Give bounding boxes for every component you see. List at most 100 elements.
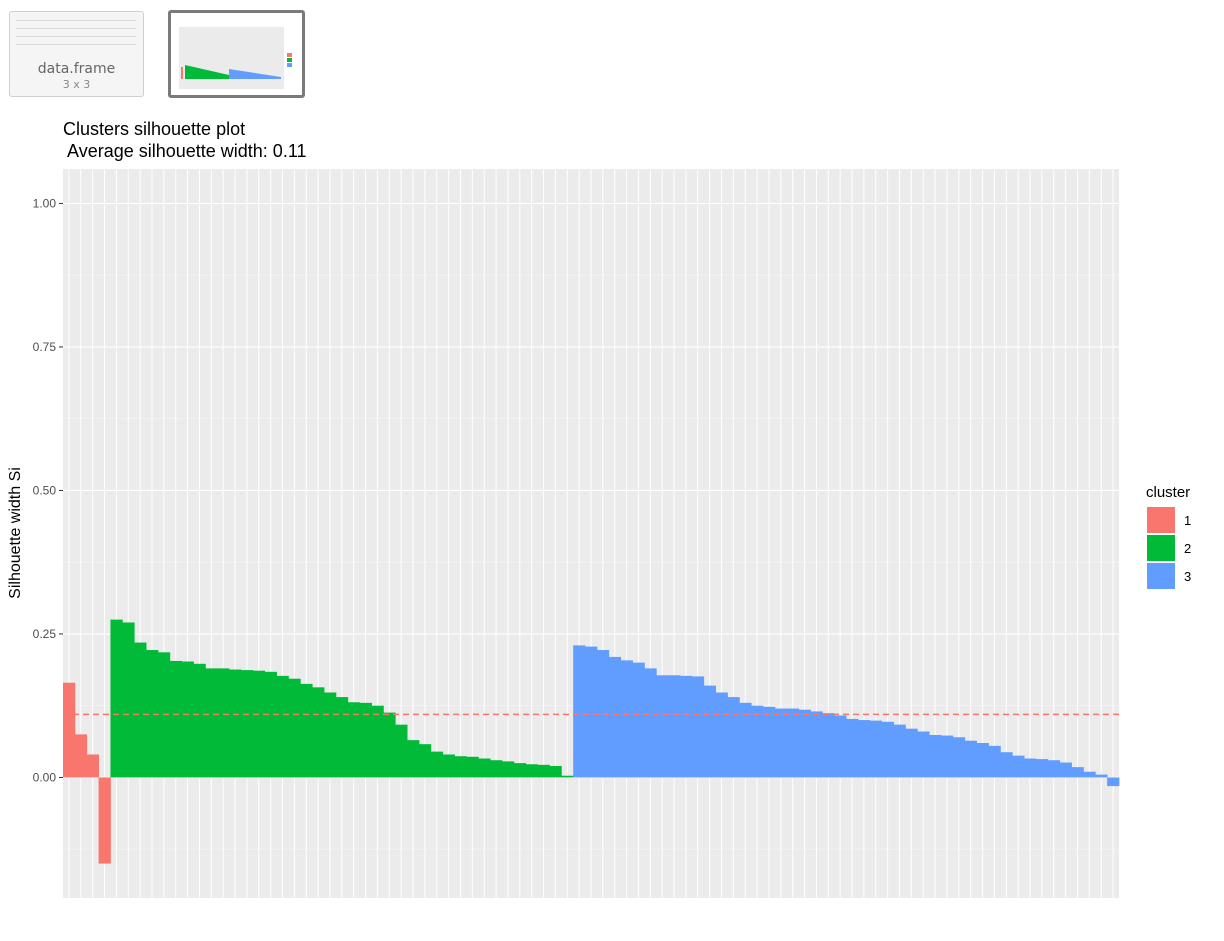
- bar-cluster-2: [525, 764, 539, 778]
- bar-cluster-2: [407, 740, 420, 778]
- bar-cluster-3: [1024, 758, 1037, 778]
- bar-cluster-2: [335, 697, 349, 778]
- bar-cluster-3: [941, 735, 954, 778]
- bar-cluster-3: [620, 660, 633, 778]
- bar-cluster-3: [857, 720, 871, 778]
- bar-cluster-3: [822, 713, 835, 778]
- bar-cluster-3: [893, 724, 906, 778]
- bar-cluster-2: [229, 669, 242, 778]
- y-tick-label: 0.75: [33, 340, 57, 354]
- bar-cluster-2: [371, 705, 384, 778]
- bar-cluster-3: [774, 708, 788, 778]
- bar-cluster-1: [74, 734, 88, 778]
- bar-cluster-2: [359, 702, 372, 778]
- bar-cluster-2: [418, 744, 432, 778]
- bar-cluster-3: [608, 656, 622, 778]
- bar-cluster-3: [763, 706, 776, 778]
- thumbnail-plot-preview: [179, 27, 292, 89]
- bar-cluster-2: [430, 751, 444, 778]
- bar-cluster-3: [952, 737, 966, 778]
- bar-cluster-3: [679, 675, 693, 778]
- bar-cluster-3: [573, 645, 586, 778]
- bar-cluster-3: [715, 692, 728, 778]
- bar-cluster-3: [976, 743, 989, 778]
- bar-cluster-3: [668, 675, 681, 778]
- bar-cluster-3: [1035, 759, 1049, 778]
- bar-cluster-2: [217, 668, 230, 778]
- bar-cluster-2: [478, 758, 491, 778]
- bar-cluster-3: [703, 685, 716, 778]
- bar-cluster-2: [240, 670, 254, 778]
- bar-cluster-2: [537, 764, 550, 778]
- bar-cluster-3: [798, 709, 811, 778]
- bar-cluster-2: [549, 765, 562, 778]
- thumbnail-subtitle: 3 x 3: [62, 78, 91, 91]
- thumbnail-title: data.frame: [37, 61, 116, 77]
- bar-cluster-3: [1071, 767, 1084, 778]
- bar-cluster-2: [264, 671, 277, 778]
- bar-cluster-3: [964, 740, 978, 778]
- legend-label-1: 1: [1184, 513, 1191, 528]
- bar-cluster-3: [1083, 771, 1096, 778]
- legend-key-3: [1147, 563, 1175, 589]
- bar-cluster-1: [98, 777, 111, 864]
- bar-cluster-3: [751, 705, 764, 778]
- bar-cluster-2: [146, 650, 159, 778]
- thumbnail-plot[interactable]: [168, 10, 305, 98]
- bar-cluster-2: [276, 675, 289, 778]
- bar-cluster-3: [988, 745, 1001, 778]
- bar-cluster-3: [834, 715, 847, 778]
- bar-cluster-2: [395, 724, 408, 778]
- legend: 1 2 3: [1147, 507, 1191, 589]
- y-tick-label: 0.25: [33, 627, 57, 641]
- bar-cluster-1: [86, 754, 99, 778]
- bar-cluster-2: [454, 756, 467, 778]
- y-tick-label: 0.00: [33, 770, 57, 784]
- bars: [63, 619, 1120, 864]
- bar-cluster-3: [656, 675, 669, 778]
- legend-title: cluster: [1146, 484, 1190, 501]
- bar-cluster-2: [205, 668, 218, 778]
- y-axis-label: Silhouette width Si: [7, 467, 24, 599]
- bar-cluster-3: [1012, 755, 1025, 778]
- bar-cluster-3: [632, 662, 645, 778]
- bar-cluster-2: [110, 619, 123, 778]
- bar-cluster-2: [288, 678, 301, 778]
- bar-cluster-3: [1107, 777, 1120, 787]
- bar-cluster-2: [134, 642, 147, 778]
- bar-cluster-2: [300, 683, 313, 778]
- bar-cluster-3: [1047, 760, 1061, 778]
- bar-cluster-2: [181, 661, 194, 778]
- bar-cluster-2: [169, 660, 183, 778]
- bar-cluster-2: [347, 702, 361, 778]
- bar-cluster-3: [869, 720, 883, 778]
- bar-cluster-3: [810, 711, 823, 778]
- bar-cluster-2: [383, 712, 396, 778]
- thumbnail-data-frame[interactable]: data.frame 3 x 3: [9, 11, 144, 97]
- chart-title: Clusters silhouette plot: [63, 119, 245, 139]
- bar-cluster-3: [905, 728, 918, 778]
- bar-cluster-3: [786, 708, 800, 778]
- bar-cluster-2: [466, 756, 479, 778]
- bar-cluster-2: [561, 775, 574, 778]
- bar-cluster-2: [442, 754, 455, 778]
- bar-cluster-3: [1059, 762, 1072, 778]
- bar-cluster-2: [513, 763, 527, 778]
- bar-cluster-3: [929, 734, 942, 778]
- bar-cluster-3: [917, 731, 930, 778]
- bar-cluster-3: [739, 702, 752, 778]
- bar-cluster-3: [727, 697, 740, 778]
- legend-key-1: [1147, 507, 1175, 533]
- bar-cluster-2: [324, 692, 337, 778]
- bar-cluster-3: [585, 646, 598, 778]
- legend-label-3: 3: [1184, 569, 1191, 584]
- bar-cluster-2: [193, 663, 206, 778]
- legend-label-2: 2: [1184, 541, 1191, 556]
- bar-cluster-3: [644, 668, 657, 778]
- bar-cluster-3: [846, 718, 859, 778]
- bar-cluster-2: [490, 760, 503, 778]
- y-tick-label: 0.50: [33, 483, 57, 497]
- bar-cluster-2: [502, 761, 515, 778]
- bar-cluster-3: [1000, 752, 1013, 778]
